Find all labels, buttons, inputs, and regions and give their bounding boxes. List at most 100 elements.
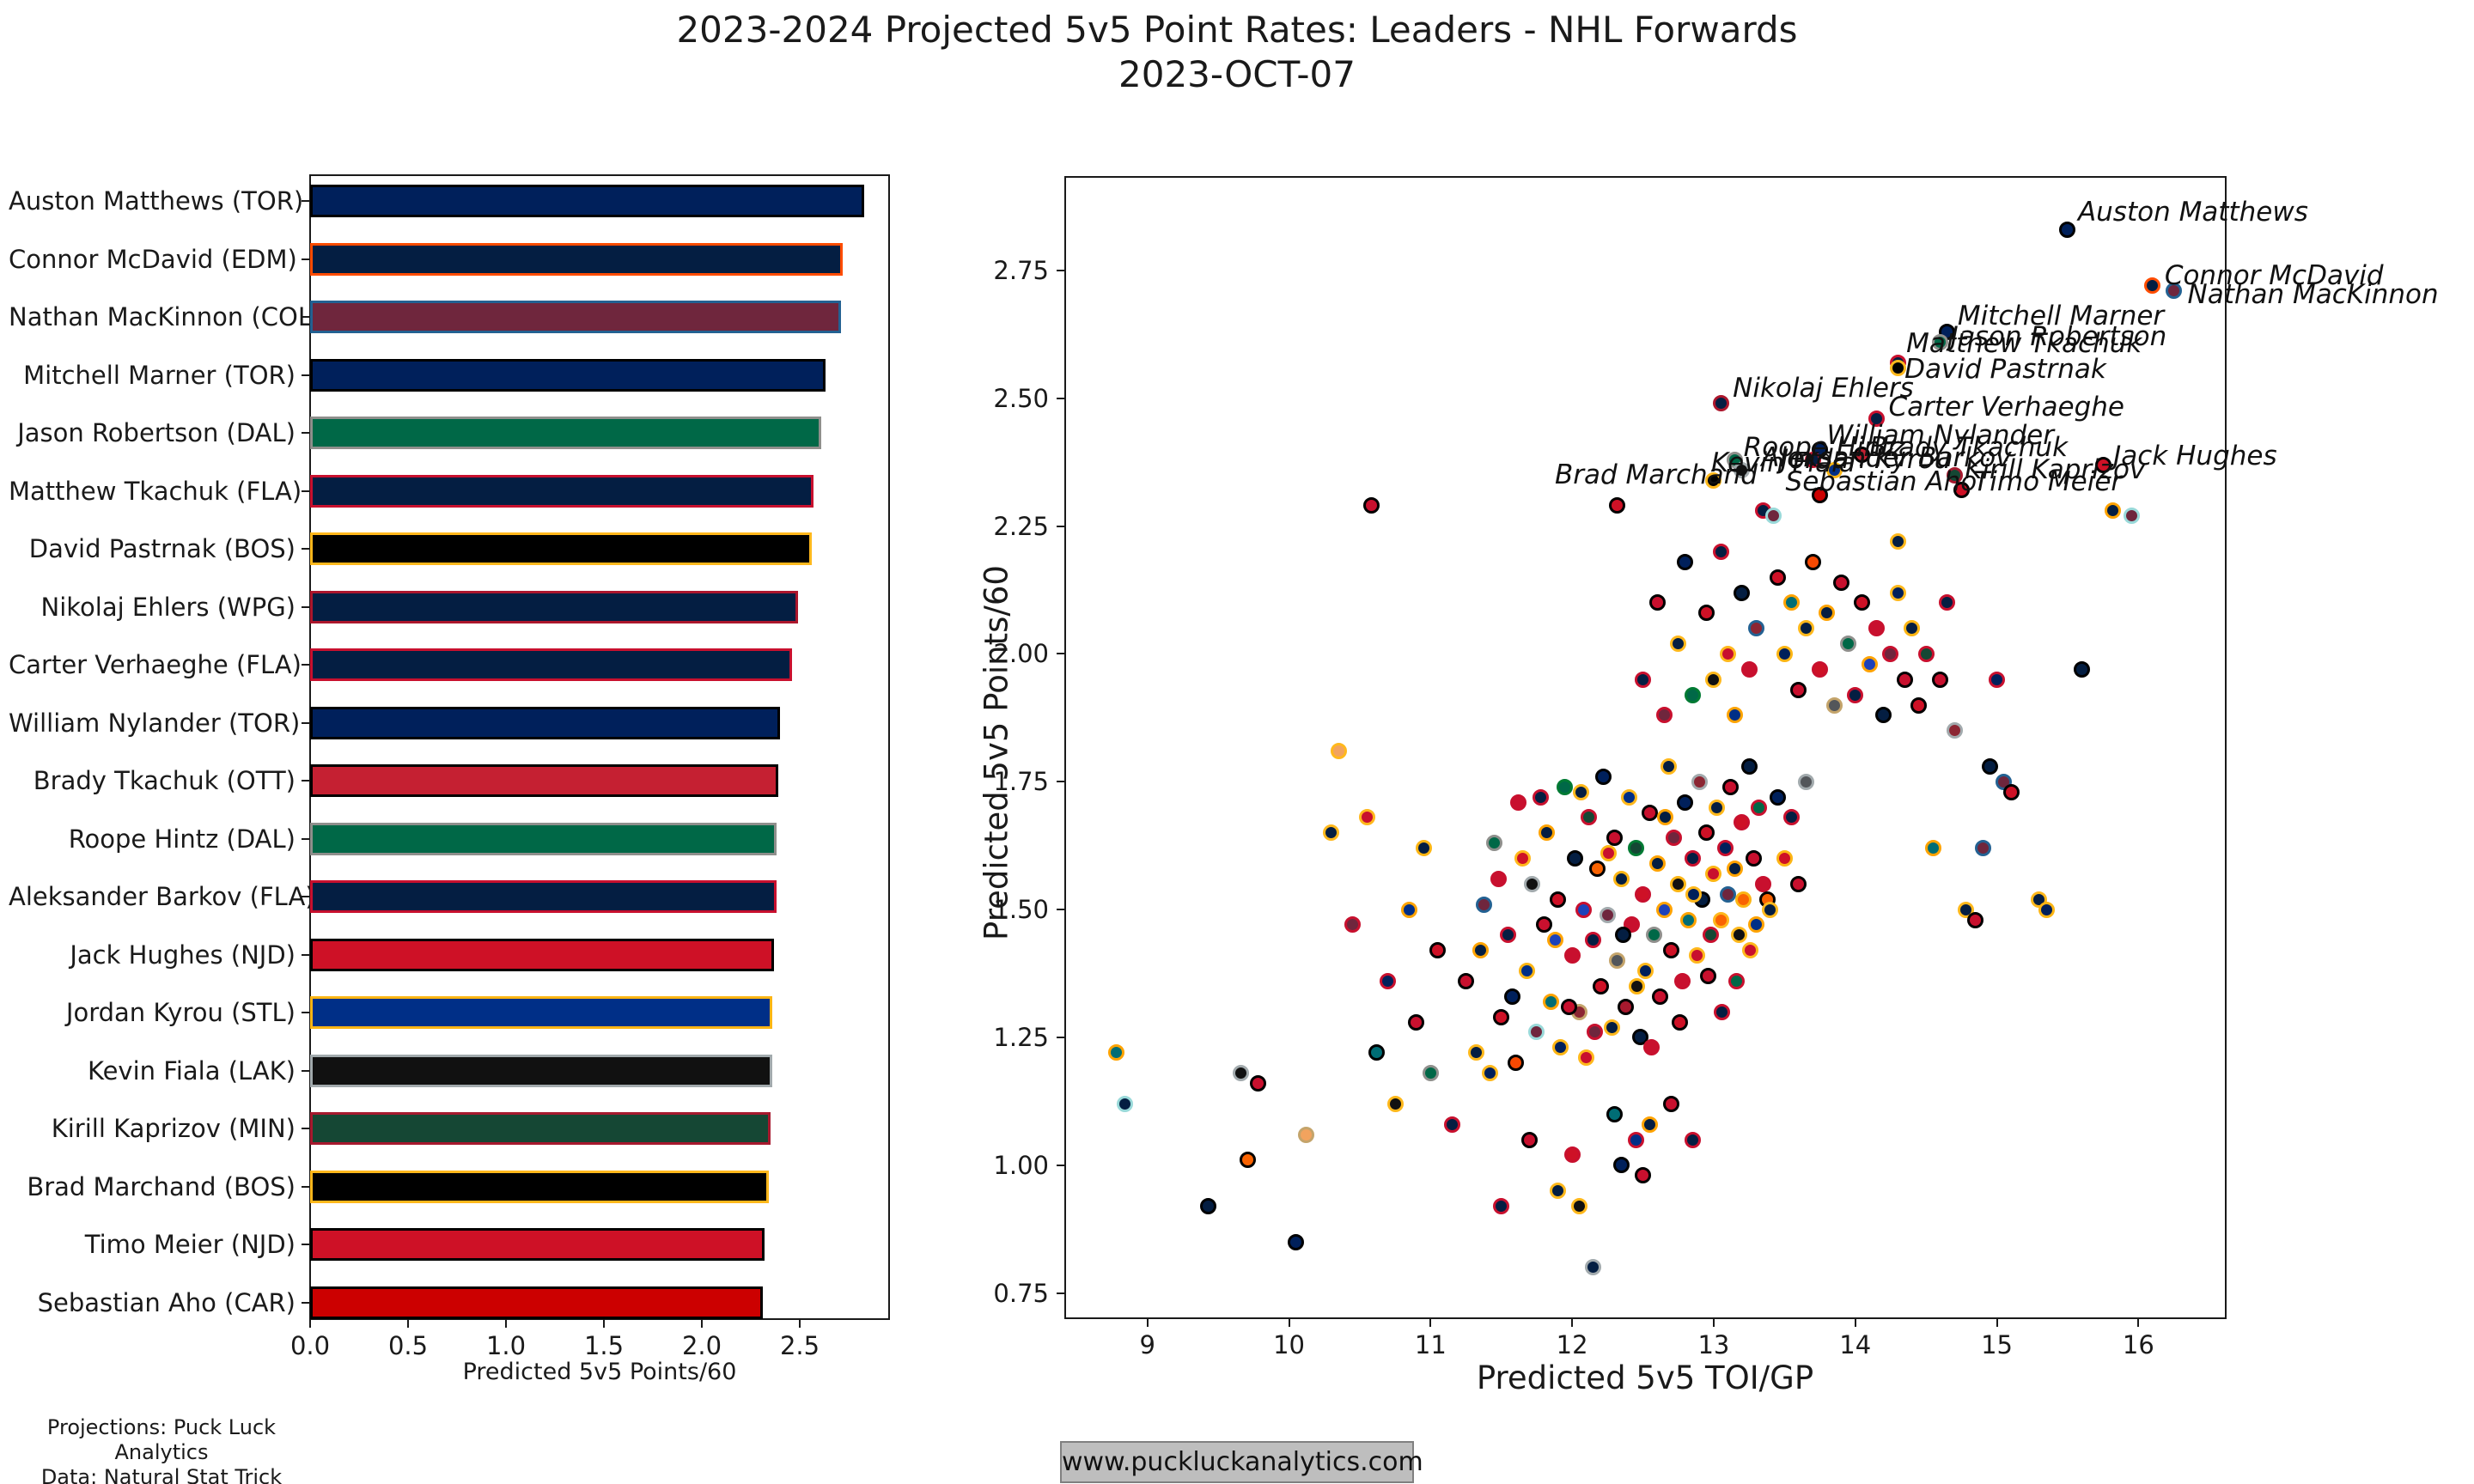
scatter-point (1932, 671, 1949, 688)
scatter-point (1660, 757, 1677, 775)
scatter-point (1648, 855, 1666, 873)
scatter-point (1708, 799, 1725, 816)
scatter-axes (1064, 176, 2227, 1319)
bar-ytick (302, 780, 309, 782)
scatter-point (1482, 1065, 1499, 1082)
scatter-point (1839, 636, 1856, 653)
scatter-point (1585, 932, 1602, 949)
scatter-point-sebastian-aho (1812, 487, 1829, 504)
scatter-point-jason-robertson (1932, 333, 1949, 350)
bar-xtick (407, 1320, 409, 1328)
bar-category-label: Timo Meier (NJD) (84, 1230, 296, 1259)
scatter-point-connor-mcdavid (2144, 277, 2161, 295)
bar-category-label: Jason Robertson (DAL) (17, 418, 296, 447)
scatter-ytick (1057, 909, 1064, 911)
scatter-xaxis-label: Predicted 5v5 TOI/GP (1476, 1359, 1814, 1396)
scatter-point-timo-meier (1953, 482, 1970, 499)
scatter-point (1698, 824, 1715, 842)
scatter-point (1467, 1044, 1484, 1061)
bar-xtick (799, 1320, 801, 1328)
scatter-point (1510, 794, 1526, 811)
scatter-point (1408, 1013, 1425, 1031)
player-annotation: William Nylander (1826, 420, 2054, 452)
scatter-point-kevin-fiala (1734, 461, 1751, 478)
scatter-ytick-label: 2.00 (993, 639, 1049, 669)
scatter-point (1712, 911, 1729, 928)
bar-category-label: Sebastian Aho (CAR) (37, 1287, 296, 1317)
bar-category-label: Carter Verhaeghe (FLA) (9, 650, 302, 679)
scatter-point (1967, 911, 1984, 928)
scatter-point (1731, 927, 1748, 944)
scatter-point (1609, 952, 1626, 970)
scatter-point (1642, 1039, 1660, 1056)
scatter-point (1323, 824, 1340, 842)
scatter-point (1655, 901, 1673, 918)
scatter-ytick (1057, 397, 1064, 399)
scatter-ytick (1057, 781, 1064, 783)
player-annotation: Jack Hughes (2113, 441, 2277, 472)
player-annotation: Matthew Tkachuk (1906, 328, 2142, 360)
scatter-point (1769, 569, 1786, 586)
scatter-point (1896, 671, 1913, 688)
scatter-point (1677, 553, 1694, 570)
scatter-point (1401, 901, 1418, 918)
scatter-xtick (1571, 1319, 1574, 1327)
bar-chart-axes (309, 174, 890, 1320)
scatter-point (1981, 757, 1998, 775)
scatter-point (1762, 901, 1779, 918)
scatter-point (1671, 1013, 1688, 1031)
bar-ytick (302, 953, 309, 956)
scatter-point (1657, 809, 1674, 826)
scatter-point (1563, 947, 1581, 964)
scatter-point (1705, 865, 1722, 882)
scatter-point (1861, 655, 1878, 672)
scatter-point (1740, 757, 1758, 775)
bar-category-label: Mitchell Marner (TOR) (23, 360, 296, 390)
scatter-point (1648, 594, 1666, 611)
bar-category-label: Kirill Kaprizov (MIN) (51, 1114, 296, 1143)
scatter-point (1535, 916, 1552, 934)
scatter-point (1790, 875, 1807, 892)
bar-category-label: Jordan Kyrou (STL) (65, 998, 296, 1027)
scatter-point (1646, 927, 1663, 944)
scatter-point (1458, 972, 1475, 989)
scatter-point (1635, 885, 1652, 903)
scatter-point (1606, 1105, 1624, 1122)
scatter-point (1740, 660, 1758, 678)
scatter-point (1705, 671, 1722, 688)
scatter-point (1728, 972, 1745, 989)
scatter-point (1627, 1131, 1644, 1148)
scatter-point (1769, 788, 1786, 806)
scatter-point (1637, 963, 1654, 980)
scatter-point (1939, 594, 1956, 611)
scatter-point (2002, 783, 2020, 800)
scatter-yaxis-label: Predicted 5v5 Points/60 (978, 565, 1015, 940)
bar-category-label: Brad Marchand (BOS) (27, 1171, 296, 1201)
scatter-point (1589, 861, 1606, 877)
scatter-point (1875, 707, 1892, 724)
scatter-point (1882, 645, 1899, 662)
scatter-point (1297, 1126, 1314, 1143)
scatter-point (1776, 645, 1793, 662)
scatter-point (1670, 636, 1687, 653)
scatter-point (1714, 1003, 1731, 1020)
scatter-point (1620, 788, 1637, 806)
bar-xtick (701, 1320, 703, 1328)
scatter-point (1662, 1095, 1679, 1112)
scatter-xtick (1146, 1319, 1149, 1327)
scatter-point (1472, 942, 1489, 959)
scatter-point (1550, 891, 1567, 908)
player-annotation: Nikolaj Ehlers (1733, 372, 1914, 404)
scatter-point (1514, 850, 1531, 867)
scatter-point (1358, 809, 1375, 826)
scatter-point (1698, 605, 1715, 622)
bar-category-label: Nathan MacKinnon (COL) (9, 302, 322, 331)
scatter-point (1832, 574, 1849, 591)
bar-ytick (302, 1301, 309, 1304)
credit-data: Data: Natural Stat Trick (40, 1465, 283, 1484)
bar-jack-hughes-njd- (310, 938, 774, 971)
scatter-point-aleksander-barkov (1804, 451, 1821, 468)
scatter-point (1716, 840, 1734, 857)
scatter-point (1685, 885, 1703, 903)
scatter-xtick (2137, 1319, 2140, 1327)
